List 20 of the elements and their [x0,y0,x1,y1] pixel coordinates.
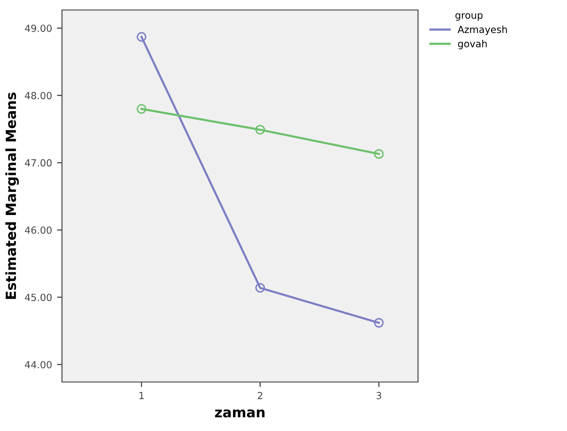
y-tick-label: 44.00 [24,360,52,368]
point [136,104,146,114]
point [255,282,266,293]
legend-title: group [455,13,483,21]
point [255,124,266,135]
legend-label: Azmayesh [458,26,507,35]
x-tick-label: 2 [258,392,262,400]
y-axis-title: Estimated Marginal Means [5,92,19,299]
y-tick-label: 45.00 [24,294,52,302]
x-tick-label: 3 [376,392,382,400]
y-tick-label: 47.00 [24,159,52,167]
point [136,32,146,42]
point [374,318,384,328]
x-axis-title: zaman [215,409,265,418]
legend-label: govah [458,40,487,50]
y-tick-label: 49.00 [24,24,52,32]
y-tick-label: 46.00 [24,226,52,234]
point [374,149,384,159]
x-tick-label: 1 [139,392,144,400]
y-tick-label: 48.00 [24,92,52,100]
